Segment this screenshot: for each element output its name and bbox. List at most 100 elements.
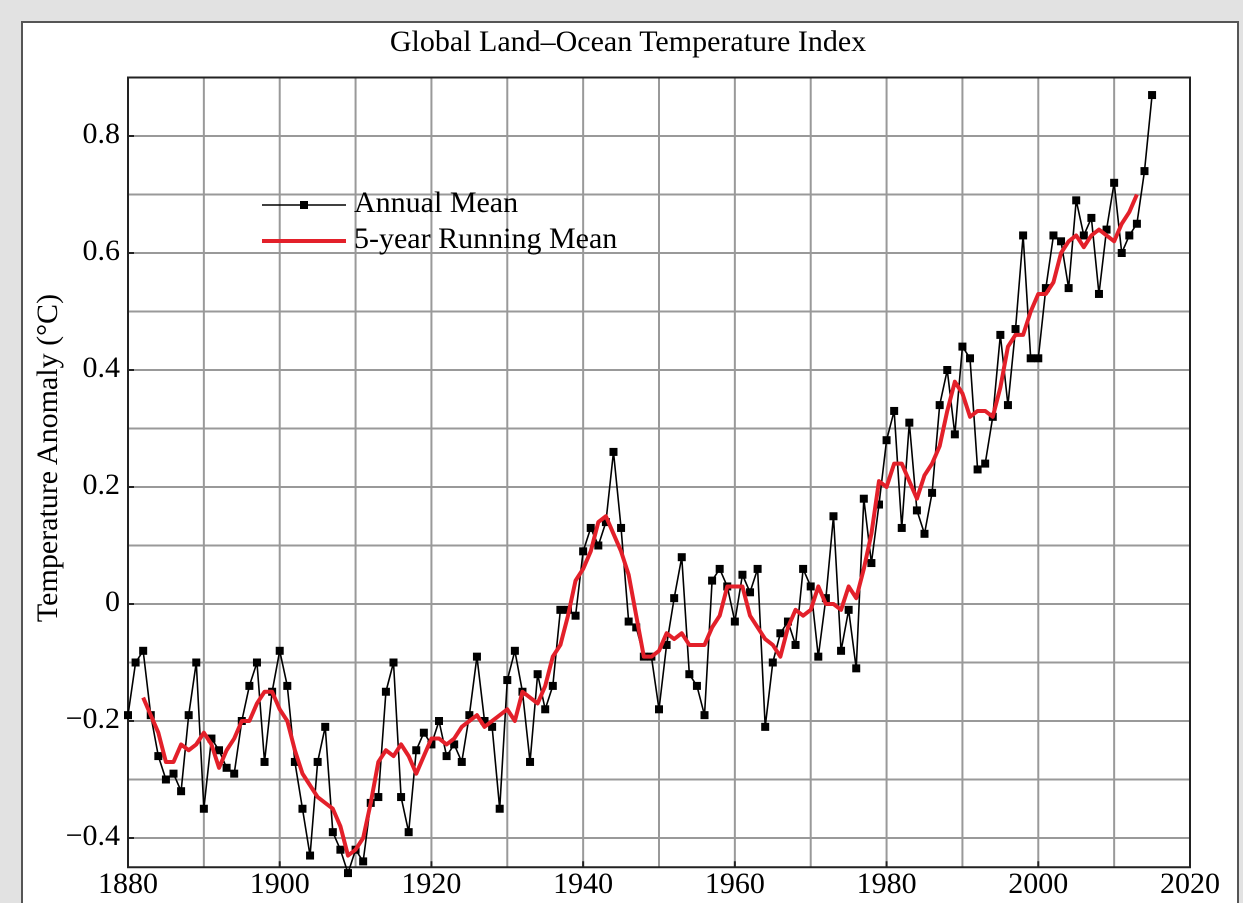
y-tick-label: −0.2 [66,702,120,735]
annual-marker [594,541,603,550]
x-tick-label: 1880 [98,867,158,900]
y-tick-label: 0.4 [83,351,121,384]
annual-marker [533,670,542,679]
annual-marker [905,418,914,427]
annual-marker [996,330,1005,339]
x-tick-label: 1980 [857,867,917,900]
annual-marker [1087,213,1096,222]
annual-marker [457,757,466,766]
annual-marker [776,629,785,638]
annual-marker [624,617,633,626]
annual-marker [617,523,626,532]
annual-marker [541,705,550,714]
annual-marker [548,681,557,690]
annual-marker [154,752,163,761]
annual-marker [336,845,345,854]
annual-marker [753,564,762,573]
annual-marker [761,722,770,731]
annual-marker [973,465,982,474]
annual-marker [882,436,891,445]
y-tick-label: −0.4 [66,819,120,852]
annual-marker [1026,354,1035,363]
annual-marker [177,787,186,796]
annual-marker [290,757,299,766]
annual-marker [427,740,436,749]
annual-marker [746,588,755,597]
annual-marker [859,494,868,503]
plot-frame [127,76,1191,869]
annual-marker [435,717,444,725]
annual-marker [768,658,777,667]
annual-marker [328,828,337,837]
legend-label: 5-year Running Mean [354,222,617,255]
annual-marker [920,529,929,538]
annual-marker [829,512,838,521]
annual-marker [738,570,747,579]
annual-marker [1125,231,1134,240]
annual-marker [139,646,148,655]
annual-marker [966,354,975,363]
annual-marker [1132,219,1141,228]
annual-marker [821,594,830,603]
annual-marker [791,640,800,649]
annual-marker [1003,401,1012,410]
annual-marker [632,623,641,632]
annual-marker [662,640,671,649]
annual-marker [1079,231,1088,240]
annual-marker [321,722,330,731]
annual-marker [981,459,990,468]
annual-marker [844,605,853,614]
annual-marker [230,769,239,778]
annual-marker [837,646,846,655]
annual-marker [374,793,383,802]
annual-marker [1140,167,1149,176]
annual-marker [480,717,489,725]
annual-marker [935,401,944,410]
annual-marker [700,711,709,720]
annual-marker [715,564,724,573]
annual-marker [943,366,952,374]
annual-marker [404,828,413,837]
annual-marker [260,757,269,766]
annual-marker [571,611,580,620]
annual-marker [1049,231,1058,240]
annual-marker [730,617,739,626]
annual-marker [1034,354,1043,363]
annual-marker [1057,237,1066,246]
annual-marker [298,804,307,813]
y-tick-label: 0.8 [83,117,121,150]
annual-marker [799,564,808,573]
annual-marker [207,734,216,743]
annual-marker [465,711,474,720]
annual-marker [199,804,208,813]
annual-marker [1019,231,1028,240]
legend-marker [300,201,308,209]
annual-marker [472,652,481,661]
y-tick-label: 0 [105,585,120,618]
annual-marker [450,740,459,749]
annual-marker [928,488,937,497]
annual-marker [488,722,497,731]
annual-marker [215,746,224,755]
annual-marker [783,617,792,626]
annual-marker [867,559,876,568]
y-axis-label: Temperature Anomaly (°C) [31,294,64,622]
x-tick-label: 1960 [705,867,765,900]
annual-marker [1110,178,1119,187]
x-tick-label: 1900 [250,867,310,900]
annual-marker [359,857,368,866]
annual-marker [275,646,284,655]
annual-marker [252,658,261,667]
annual-marker [313,757,322,766]
x-tick-label: 1920 [401,867,461,900]
annual-marker [1041,284,1050,293]
chart-title: Global Land–Ocean Temperature Index [390,25,866,58]
annual-marker [442,752,451,761]
annual-marker [874,500,883,509]
x-tick-label: 1940 [553,867,613,900]
annual-marker [184,711,193,720]
annual-marker [852,664,861,673]
x-tick-label: 2020 [1160,867,1220,900]
annual-marker [1148,91,1157,100]
